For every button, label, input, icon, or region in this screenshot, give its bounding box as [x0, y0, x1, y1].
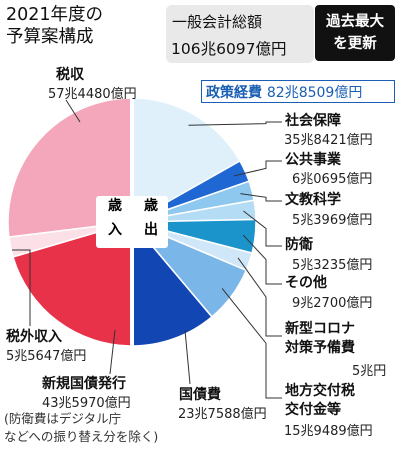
title-line-1: 2021年度の: [6, 5, 104, 25]
pie-slice-revenue-2: [12, 220, 133, 347]
center-label-revenue-2: 入: [108, 222, 122, 238]
label-shakai-hosho: 社会保障: [285, 113, 341, 129]
footnote: (防衛費はデジタル庁 などへの振り替え分を除く): [4, 410, 158, 446]
label-bunkyo-kagaku: 文教科学: [285, 192, 341, 208]
leader-line-revenue-0: [65, 99, 81, 123]
pie-slice-expenditure-7: [131, 219, 213, 347]
label-corona-line-1: 新型コロナ: [285, 321, 355, 337]
label-chiho-line-1: 地方交付税: [285, 383, 355, 399]
label-zeigai: 税外収入: [6, 329, 62, 345]
record-line-2: を更新: [333, 36, 377, 52]
leader-line-expenditure-0: [188, 121, 282, 126]
value-chiho-kofuzei: 15兆9489億円: [284, 424, 373, 439]
title-line-2: 予算案構成: [6, 27, 94, 47]
label-kokyo-jigyo: 公共事業: [285, 152, 341, 168]
leader-line-kokusai-hi: [184, 329, 191, 385]
label-chiho-line-2: 交付金等: [285, 402, 341, 418]
pie-slice-expenditure-0: [131, 97, 241, 224]
label-corona-line-2: 対策予備費: [285, 340, 355, 356]
footnote-line-2: などへの振り替え分を除く): [4, 429, 159, 444]
total-box: [166, 5, 314, 63]
footnote-line-1: (防衛費はデジタル庁: [4, 411, 122, 426]
chart-title: 2021年度の 予算案構成: [6, 4, 103, 48]
record-badge: 過去最大 を更新: [315, 5, 395, 61]
value-zeishu: 57兆4480億円: [48, 87, 137, 102]
leader-line-expenditure-5: [237, 257, 282, 337]
label-boei: 防衛: [285, 237, 313, 253]
center-label-revenue-1: 歳: [108, 197, 122, 214]
center-label-expenditure-1: 歳: [144, 197, 158, 214]
value-zeigai: 5兆5647億円: [6, 349, 87, 364]
policy-expenses: 政策経費 82兆8509億円: [206, 82, 362, 102]
leader-line-expenditure-2: [240, 193, 282, 202]
leader-line-expenditure-1: [233, 160, 282, 177]
value-shakai-hosho: 35兆8421億円: [284, 133, 373, 148]
value-kokusai-hi: 23兆7588億円: [178, 407, 267, 422]
policy-expenses-box: [201, 80, 395, 103]
policy-expenses-label: 政策経費: [206, 85, 262, 101]
value-bunkyo-kagaku: 5兆3969億円: [292, 213, 373, 228]
value-corona-yobihi: 5兆円: [352, 364, 387, 379]
value-sonota: 9兆2700億円: [292, 296, 373, 311]
label-chiho-kofuzei: 地方交付税 交付金等: [285, 382, 355, 420]
value-kokyo-jigyo: 6兆0695億円: [292, 172, 373, 187]
policy-expenses-value: 82兆8509億円: [266, 85, 363, 101]
value-kokusai-hakko: 43兆5970億円: [42, 396, 131, 411]
record-line-1: 過去最大: [326, 14, 384, 30]
leader-line-revenue-1: [12, 249, 31, 326]
leader-lines: [12, 99, 282, 399]
label-sonota: その他: [285, 275, 327, 291]
leader-line-expenditure-6: [221, 288, 282, 399]
label-zeishu: 税収: [56, 67, 84, 83]
total-value: 106兆6097億円: [171, 40, 287, 58]
leader-line-expenditure-4: [242, 234, 282, 285]
total-label: 一般会計総額: [172, 13, 263, 31]
label-corona-yobihi: 新型コロナ 対策予備費: [285, 320, 355, 358]
center-label-box: [96, 196, 168, 248]
center-label-expenditure-2: 出: [144, 221, 158, 238]
leader-line-expenditure-3: [243, 210, 282, 247]
label-kokusai-hakko: 新規国債発行: [42, 376, 126, 392]
label-kokusai-hi: 国債費: [179, 387, 221, 403]
value-boei: 5兆3235億円: [292, 258, 373, 273]
leader-line-revenue-2: [109, 329, 116, 375]
